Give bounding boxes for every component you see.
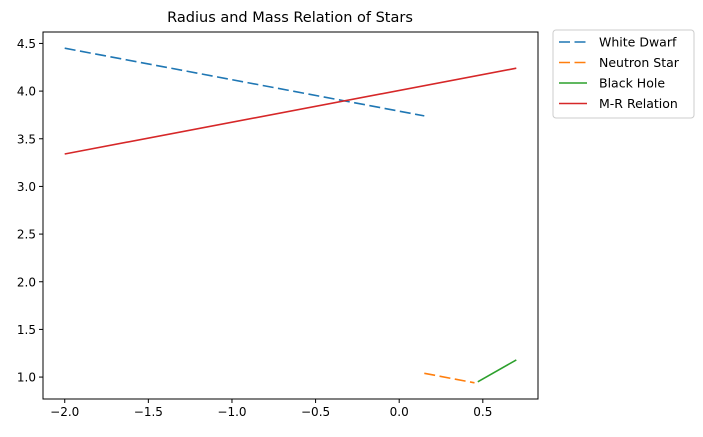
legend-label-0: White Dwarf — [599, 35, 677, 50]
legend-label-1: Neutron Star — [599, 55, 680, 70]
y-tick-label: 4.5 — [17, 37, 36, 51]
x-axis: −2.0 −1.5 −1.0 −0.5 0.0 0.5 — [50, 399, 492, 419]
x-tick-label: 0.0 — [390, 405, 409, 419]
chart-title: Radius and Mass Relation of Stars — [167, 10, 413, 26]
series-line-0 — [64, 47, 425, 117]
y-tick-label: 1.5 — [17, 323, 36, 337]
legend-box — [552, 29, 695, 119]
x-tick-label: −1.5 — [134, 405, 163, 419]
series-line-1 — [424, 372, 475, 384]
plot-frame — [42, 31, 539, 400]
y-tick-label: 4.0 — [17, 85, 36, 99]
x-tick-label: −1.0 — [217, 405, 246, 419]
y-axis: 1.0 1.5 2.0 2.5 3.0 3.5 4.0 4.5 — [17, 37, 43, 385]
legend-label-2: Black Hole — [599, 76, 665, 91]
plot-lines — [64, 47, 517, 384]
series-line-2 — [477, 359, 517, 383]
y-tick-label: 3.0 — [17, 180, 36, 194]
series-line-3 — [64, 67, 517, 155]
y-tick-label: 2.5 — [17, 228, 36, 242]
legend: White Dwarf Neutron Star Black Hole M-R Rel… — [552, 29, 695, 119]
y-tick-label: 1.0 — [17, 371, 36, 385]
y-tick-label: 2.0 — [17, 275, 36, 289]
x-tick-label: −2.0 — [50, 405, 79, 419]
legend-label-3: M-R Relation — [599, 96, 678, 111]
x-tick-label: 0.5 — [473, 405, 492, 419]
y-tick-label: 3.5 — [17, 132, 36, 146]
x-tick-label: −0.5 — [301, 405, 330, 419]
